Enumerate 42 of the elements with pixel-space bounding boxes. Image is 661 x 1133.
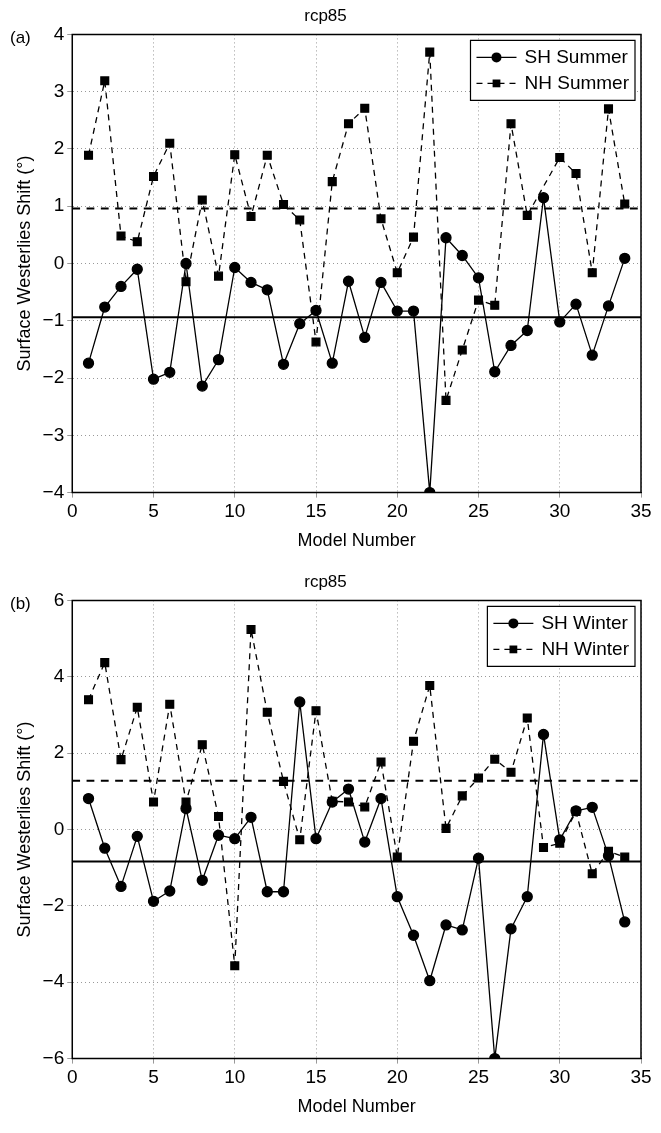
x-tick-label: 10 bbox=[224, 500, 246, 522]
legend-label: NH Summer bbox=[524, 71, 630, 93]
y-tick-label: 0 bbox=[53, 251, 65, 273]
y-tick-label: −6 bbox=[42, 1046, 65, 1068]
x-tick-label: 30 bbox=[549, 1066, 571, 1088]
x-tick-label: 30 bbox=[549, 500, 571, 522]
x-tick-label: 10 bbox=[224, 1066, 246, 1088]
legend-label: SH Winter bbox=[541, 611, 629, 633]
x-tick-label: 5 bbox=[148, 500, 159, 522]
y-tick-label: −4 bbox=[42, 970, 65, 992]
y-axis-title: Surface Westerlies Shift (°) bbox=[13, 155, 34, 372]
x-tick-label: 15 bbox=[305, 500, 327, 522]
y-tick-label: −2 bbox=[42, 894, 65, 916]
y-tick-label: 0 bbox=[53, 817, 65, 839]
x-tick-label: 20 bbox=[386, 500, 408, 522]
x-tick-label: 5 bbox=[148, 1066, 159, 1088]
x-tick-label: 35 bbox=[630, 1066, 652, 1088]
chart-title: rcp85 bbox=[304, 571, 347, 591]
y-tick-label: 4 bbox=[53, 665, 65, 686]
x-tick-label: 35 bbox=[630, 500, 652, 522]
x-axis-title: Model Number bbox=[297, 530, 416, 551]
y-tick-label: 3 bbox=[53, 79, 65, 101]
y-tick-label: 6 bbox=[53, 588, 65, 610]
x-tick-label: 25 bbox=[467, 500, 490, 522]
y-tick-label: −1 bbox=[42, 309, 65, 331]
y-tick-label: 2 bbox=[53, 741, 65, 763]
y-tick-label: 2 bbox=[53, 137, 65, 159]
y-tick-label: 1 bbox=[53, 194, 65, 216]
x-tick-label: 20 bbox=[386, 1066, 408, 1088]
text: (b) bbox=[10, 594, 31, 614]
chart-title: rcp85 bbox=[304, 5, 347, 25]
x-tick-label: 25 bbox=[467, 1066, 490, 1088]
y-tick-label: 4 bbox=[53, 22, 65, 44]
x-tick-label: 15 bbox=[305, 1066, 327, 1088]
y-axis-title: Surface Westerlies Shift (°) bbox=[13, 721, 34, 938]
y-tick-label: −2 bbox=[42, 366, 65, 388]
legend-label: NH Winter bbox=[541, 637, 630, 659]
text: (a) bbox=[10, 28, 31, 48]
y-tick-label: −3 bbox=[42, 423, 65, 445]
y-tick-label: −4 bbox=[42, 480, 65, 502]
x-axis-title: Model Number bbox=[297, 1096, 416, 1117]
legend-label: SH Summer bbox=[524, 45, 629, 67]
